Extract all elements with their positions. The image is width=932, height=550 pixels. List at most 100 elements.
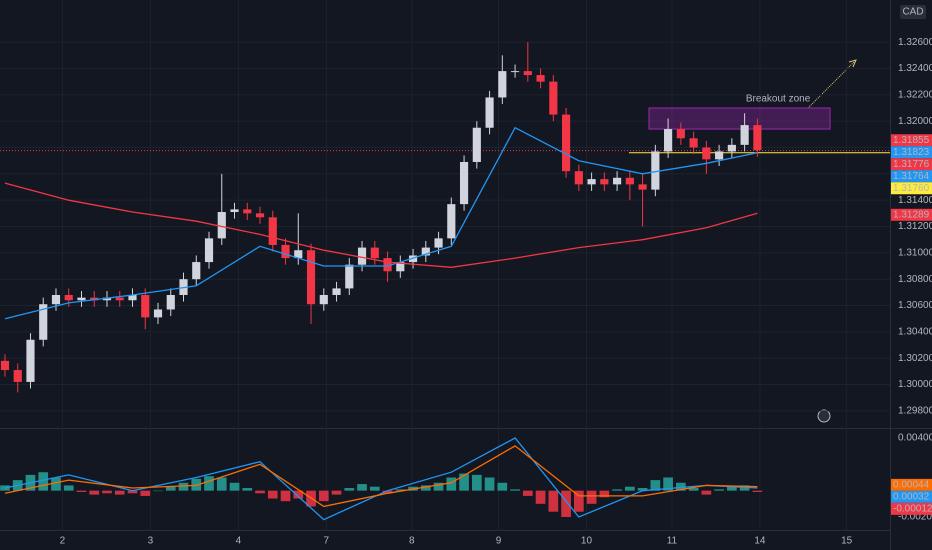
indicator-icon[interactable]: [817, 409, 831, 423]
candle-body: [204, 238, 214, 263]
histogram-bar: [727, 486, 737, 491]
x-tick-label: 11: [667, 536, 678, 547]
candle-body: [141, 294, 150, 318]
price-label-box: [891, 208, 932, 221]
y-tick-label: 1.30000: [898, 379, 932, 390]
candle-body: [715, 151, 724, 160]
candle-body: [345, 264, 354, 289]
candle-body: [562, 114, 571, 172]
histogram-bar: [446, 477, 457, 491]
histogram-bar: [38, 472, 49, 491]
candle-body: [472, 127, 481, 162]
indicator-line: [4, 437, 758, 521]
candle-body: [90, 297, 99, 301]
price-label: 1.31855: [893, 135, 930, 146]
histogram-bar: [293, 490, 304, 499]
price-label-box: [891, 158, 932, 171]
candle-body: [370, 247, 379, 259]
histogram-bar: [535, 490, 546, 504]
histogram-bar: [650, 480, 661, 491]
histogram-bar: [701, 490, 712, 495]
price-label: 1.31764: [893, 171, 930, 182]
candle-body: [128, 294, 137, 301]
indicator-line: [4, 445, 758, 508]
histogram-bar: [382, 490, 393, 494]
y-tick-label: 1.31000: [898, 247, 932, 258]
histogram-bar: [267, 490, 278, 499]
x-tick-label: 9: [496, 536, 502, 547]
histogram-bar: [548, 490, 559, 512]
candle-body: [153, 309, 163, 318]
price-label-box: [891, 478, 932, 491]
histogram-bar: [127, 490, 138, 494]
histogram-bar: [76, 490, 87, 492]
histogram-bar: [497, 482, 508, 491]
y-tick-label: 1.32400: [898, 63, 932, 74]
price-label: 0.00032: [893, 492, 930, 503]
histogram-bar: [714, 489, 724, 491]
candle-body: [255, 213, 265, 218]
x-tick-label: 3: [148, 536, 154, 547]
candle-body: [64, 294, 73, 301]
candle-body: [727, 144, 736, 152]
candle-body: [421, 247, 430, 256]
histogram-bar: [165, 486, 176, 491]
indicator-line: [4, 126, 758, 320]
candle-body: [587, 179, 596, 185]
candle-body: [281, 244, 290, 259]
y-tick-label: 1.31400: [898, 195, 932, 206]
histogram-bar: [561, 490, 571, 517]
histogram-bar: [433, 482, 444, 491]
candle-body: [485, 97, 494, 128]
y-tick-label: 0.00400: [898, 433, 932, 444]
histogram-bar: [625, 486, 635, 491]
histogram-bar: [344, 488, 355, 491]
histogram-bar: [612, 489, 622, 491]
candle-body: [574, 171, 583, 185]
candle-body: [459, 161, 469, 205]
price-label-box: [891, 134, 932, 147]
histogram-bar: [331, 490, 342, 495]
candle-body: [0, 360, 10, 371]
candle-body: [217, 212, 226, 239]
price-label: -0.00012: [893, 504, 932, 515]
histogram-bar: [599, 490, 610, 498]
candle-body: [536, 75, 545, 82]
histogram-bar: [510, 489, 520, 491]
histogram-bar: [242, 488, 253, 491]
price-label: 1.31289: [893, 209, 930, 220]
arrow-head: [848, 59, 857, 68]
candle-body: [740, 125, 749, 145]
histogram-bar: [140, 490, 151, 496]
histogram-bar: [0, 485, 10, 491]
histogram-bar: [663, 477, 673, 491]
y-tick-label: 1.30800: [898, 274, 932, 285]
x-tick-label: 14: [754, 536, 766, 547]
x-tick-label: 15: [841, 536, 853, 547]
x-tick-label: 7: [324, 536, 330, 547]
y-tick-label: 1.29800: [898, 406, 932, 417]
y-tick-label: 1.30200: [898, 353, 932, 364]
y-tick-label: 1.31200: [898, 221, 932, 232]
candle-body: [549, 81, 558, 115]
price-label: 1.31760: [893, 183, 930, 194]
candle-body: [294, 250, 303, 259]
zone-label: Breakout zone: [746, 94, 811, 105]
histogram-bar: [739, 485, 750, 491]
candle-body: [77, 297, 86, 301]
candle-body: [613, 177, 622, 185]
histogram-bar: [676, 482, 686, 491]
x-tick-label: 4: [236, 536, 242, 547]
currency-badge: [900, 5, 926, 19]
candle-body: [523, 71, 532, 76]
histogram-bar: [522, 490, 533, 496]
histogram-bar: [204, 476, 214, 491]
price-label-box: [891, 182, 932, 195]
price-label-box: [891, 490, 932, 503]
price-label-box: [891, 502, 932, 515]
x-tick-label: 10: [581, 536, 593, 547]
histogram-bar: [229, 482, 240, 491]
